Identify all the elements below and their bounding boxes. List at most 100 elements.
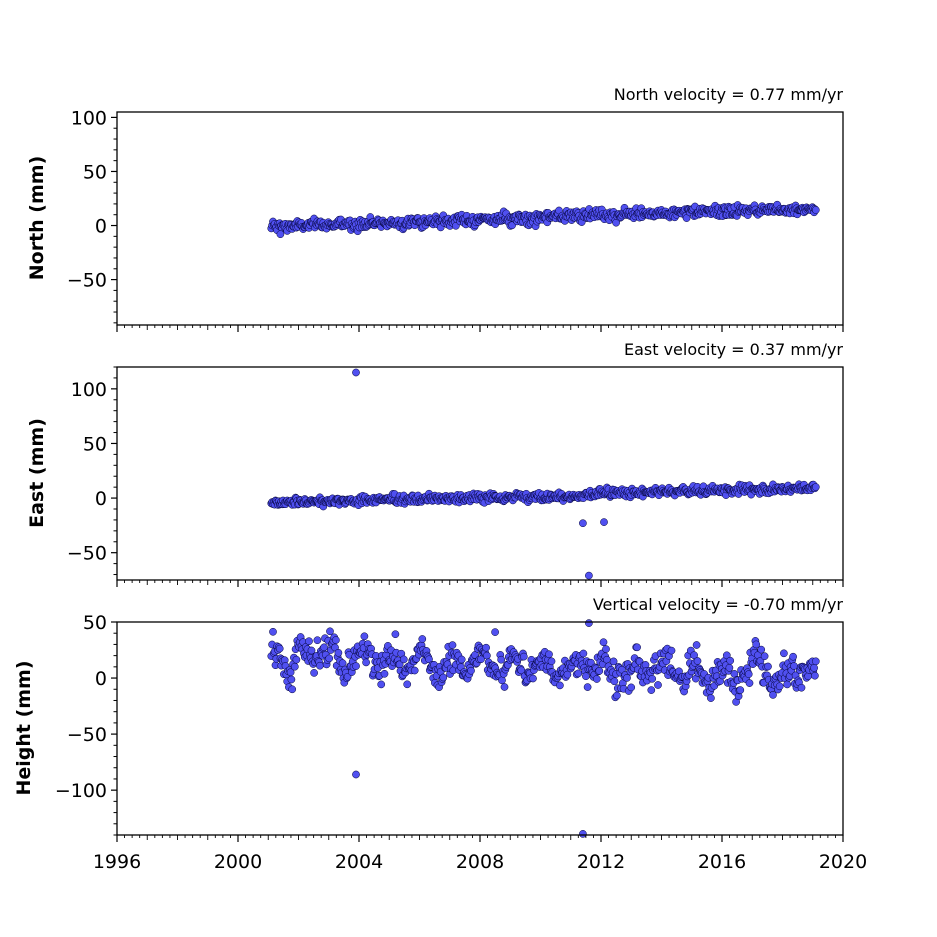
north-velocity-title: North velocity = 0.77 mm/yr — [614, 85, 844, 104]
height-point — [603, 655, 611, 664]
height-point — [418, 635, 427, 643]
height-ytick-label: −100 — [55, 780, 107, 802]
height-point — [545, 650, 553, 659]
east-outlier-point — [585, 571, 593, 580]
height-point — [760, 652, 769, 661]
height-point — [811, 671, 819, 680]
height-point — [556, 681, 564, 690]
north-panel: North velocity = 0.77 mm/yr North (mm) 1… — [26, 85, 844, 332]
height-point — [744, 670, 753, 679]
height-point — [275, 644, 284, 653]
height-point — [757, 645, 766, 654]
height-point — [810, 664, 818, 672]
east-plot-frame — [116, 366, 844, 581]
east-panel: East velocity = 0.37 mm/yr East (mm) 100… — [26, 340, 844, 587]
height-point — [529, 674, 537, 683]
height-point — [483, 651, 491, 660]
height-point — [457, 655, 466, 664]
height-point — [290, 662, 299, 671]
x-tick-label: 2020 — [819, 851, 867, 873]
north-outlier-point — [276, 230, 285, 239]
height-point — [610, 677, 619, 686]
height-point — [736, 686, 745, 694]
height-point — [360, 632, 369, 641]
east-velocity-title: East velocity = 0.37 mm/yr — [624, 340, 843, 359]
height-point — [647, 686, 656, 694]
height-outlier-point — [585, 619, 593, 627]
north-ytick-label: 100 — [71, 107, 107, 129]
height-point — [497, 655, 506, 664]
north-yticks: 100 50 0 −50 — [67, 107, 117, 324]
height-outlier-point — [579, 830, 587, 838]
height-yticks: 50 0 −50 −100 — [55, 612, 117, 836]
height-point — [320, 643, 328, 652]
height-point — [583, 683, 592, 691]
height-point — [399, 655, 408, 664]
height-point — [692, 641, 701, 649]
height-outlier-point — [352, 770, 360, 779]
height-point — [582, 672, 590, 681]
east-ytick-label: 100 — [71, 379, 107, 401]
north-plot-frame — [116, 111, 844, 326]
height-point — [769, 691, 777, 699]
north-point — [682, 214, 691, 222]
height-point — [595, 667, 604, 675]
height-point — [579, 649, 588, 658]
height-point — [326, 627, 334, 636]
x-tick-label: 2004 — [335, 851, 383, 873]
x-tick-labels: 1996 2000 2004 2008 2012 2016 2020 — [93, 851, 867, 873]
height-point — [752, 640, 761, 649]
height-point — [380, 669, 389, 678]
height-point — [726, 656, 735, 665]
height-point — [269, 627, 277, 636]
east-marks — [267, 368, 820, 580]
height-point — [287, 675, 296, 684]
height-point — [693, 657, 702, 665]
east-outlier-point — [600, 518, 608, 526]
height-point — [313, 636, 322, 645]
height-xticks — [116, 835, 844, 842]
east-xticks — [116, 580, 844, 587]
height-point — [775, 682, 784, 691]
height-point — [707, 694, 715, 702]
height-point — [745, 679, 754, 687]
height-point — [310, 669, 318, 677]
height-point — [780, 649, 788, 658]
height-point — [623, 674, 631, 682]
height-point — [332, 636, 340, 644]
height-panel: Vertical velocity = -0.70 mm/yr Height (… — [13, 595, 844, 842]
height-point — [425, 655, 433, 664]
height-point — [690, 651, 698, 660]
height-point — [574, 669, 583, 678]
height-point — [288, 685, 297, 694]
height-point — [448, 641, 457, 649]
east-ytick-label: −50 — [67, 543, 107, 565]
height-point — [563, 670, 572, 679]
height-point — [648, 674, 657, 683]
height-point — [352, 662, 360, 670]
height-ytick-label: 0 — [95, 668, 107, 690]
north-ytick-label: 0 — [95, 216, 107, 238]
east-ytick-label: 0 — [95, 488, 107, 510]
north-point — [811, 206, 820, 214]
height-point — [316, 661, 324, 670]
north-ylabel: North (mm) — [26, 156, 48, 281]
east-outlier-point — [579, 519, 587, 528]
height-point — [377, 680, 386, 689]
height-point — [292, 655, 301, 664]
height-point — [764, 662, 772, 671]
east-outlier-point — [352, 368, 360, 377]
east-yticks: 100 50 0 −50 — [67, 366, 117, 576]
height-point — [797, 683, 806, 692]
height-point — [599, 638, 608, 647]
height-point — [482, 643, 490, 652]
height-point — [500, 683, 509, 691]
north-marks — [267, 200, 820, 239]
height-point — [403, 680, 412, 689]
height-point — [334, 648, 343, 657]
height-point — [547, 657, 556, 666]
north-xticks — [116, 325, 844, 332]
x-tick-label: 2016 — [698, 851, 746, 873]
height-point — [667, 646, 676, 655]
height-point — [602, 645, 610, 653]
